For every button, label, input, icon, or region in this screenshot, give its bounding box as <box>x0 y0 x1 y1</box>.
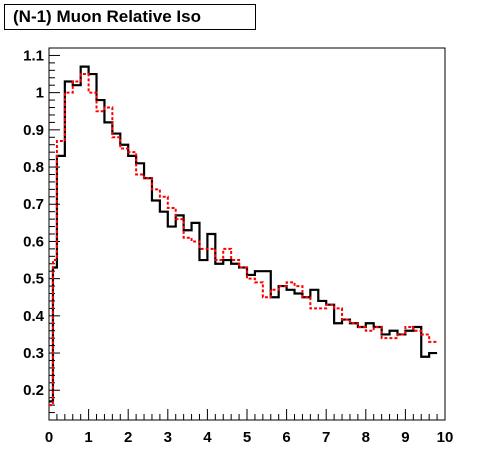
y-tick-label: 0.4 <box>23 308 45 325</box>
x-tick-label: 1 <box>84 429 92 446</box>
x-tick-label: 2 <box>124 429 132 446</box>
x-tick-label: 8 <box>362 429 370 446</box>
y-axis: 0.2 0.3 0.4 0.5 0.6 0.7 0.8 0.9 1 1.1 <box>23 47 60 421</box>
y-tick-label: 0.9 <box>23 122 44 139</box>
series-layer <box>49 65 438 407</box>
x-tick-label: 3 <box>164 429 172 446</box>
series-red-dashed-line <box>49 73 438 407</box>
y-tick-label: 0.5 <box>23 271 44 288</box>
plot-frame <box>48 47 446 421</box>
y-tick-label: 1.1 <box>23 47 44 64</box>
chart-title: (N-1) Muon Relative Iso <box>4 4 256 30</box>
x-tick-label: 7 <box>322 429 330 446</box>
series-black-line <box>49 65 438 403</box>
x-tick-label: 9 <box>401 429 409 446</box>
x-tick-label: 0 <box>45 429 53 446</box>
y-tick-label: 1 <box>36 85 44 102</box>
x-tick-label: 4 <box>203 429 212 446</box>
chart-title-text: (N-1) Muon Relative Iso <box>13 7 201 26</box>
y-tick-label: 0.7 <box>23 196 44 213</box>
x-axis: 0 1 2 3 4 5 6 7 8 9 10 <box>45 409 454 446</box>
y-tick-label: 0.2 <box>23 382 44 399</box>
x-tick-label: 5 <box>243 429 251 446</box>
y-tick-label: 0.8 <box>23 159 44 176</box>
x-tick-label: 6 <box>282 429 290 446</box>
x-tick-label: 10 <box>437 429 454 446</box>
y-tick-label: 0.6 <box>23 233 44 250</box>
y-tick-label: 0.3 <box>23 345 44 362</box>
